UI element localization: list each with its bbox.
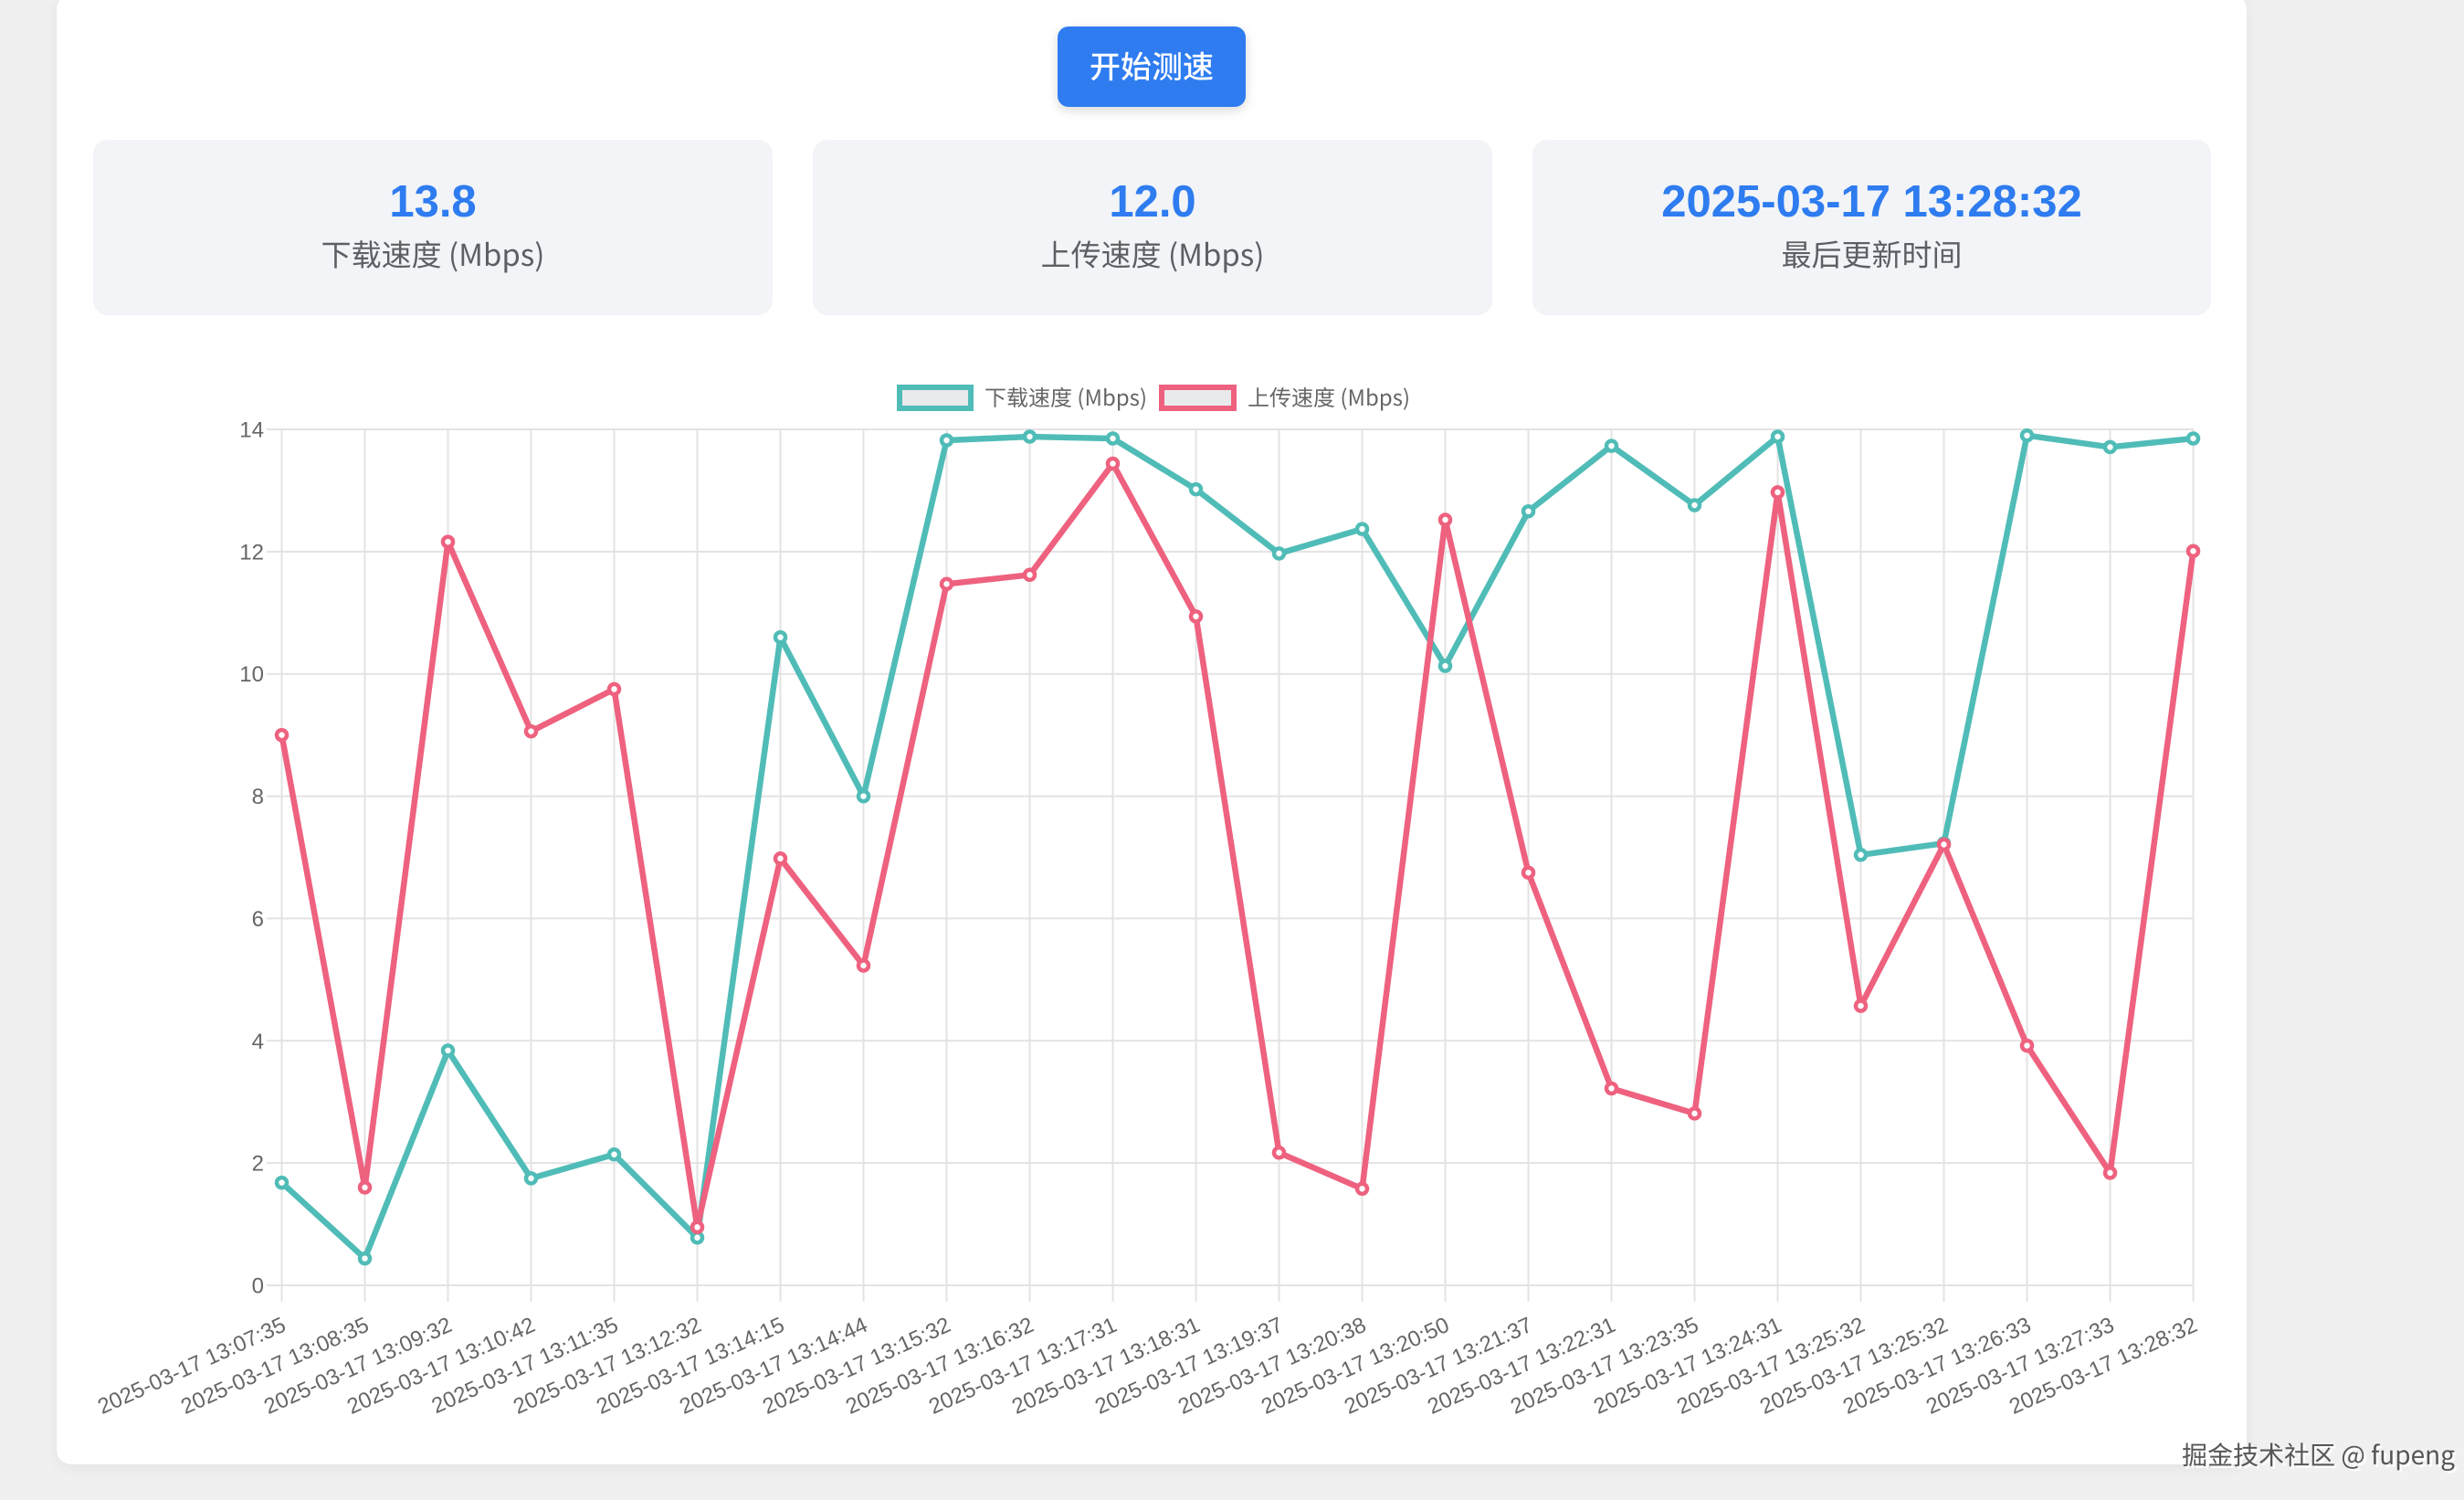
- svg-text:0: 0: [252, 1274, 264, 1299]
- svg-text:12: 12: [239, 540, 264, 565]
- svg-text:10: 10: [239, 662, 264, 687]
- svg-text:6: 6: [252, 907, 264, 932]
- svg-text:2025-03-17 13:28:32: 2025-03-17 13:28:32: [1661, 177, 2081, 227]
- svg-text:14: 14: [239, 418, 264, 443]
- svg-text:8: 8: [252, 785, 264, 809]
- svg-text:12.0: 12.0: [1109, 177, 1195, 227]
- svg-text:4: 4: [252, 1030, 264, 1054]
- svg-text:2: 2: [252, 1152, 264, 1177]
- svg-text:13.8: 13.8: [389, 177, 476, 227]
